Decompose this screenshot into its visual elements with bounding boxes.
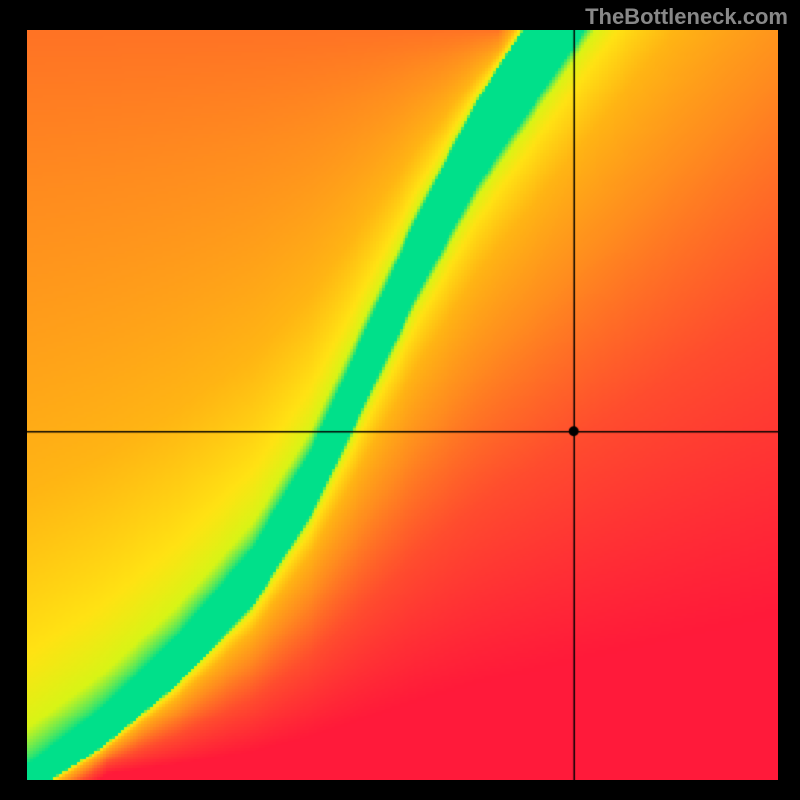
chart-container: TheBottleneck.com	[0, 0, 800, 800]
watermark-text: TheBottleneck.com	[585, 4, 788, 30]
bottleneck-heatmap	[27, 30, 778, 780]
